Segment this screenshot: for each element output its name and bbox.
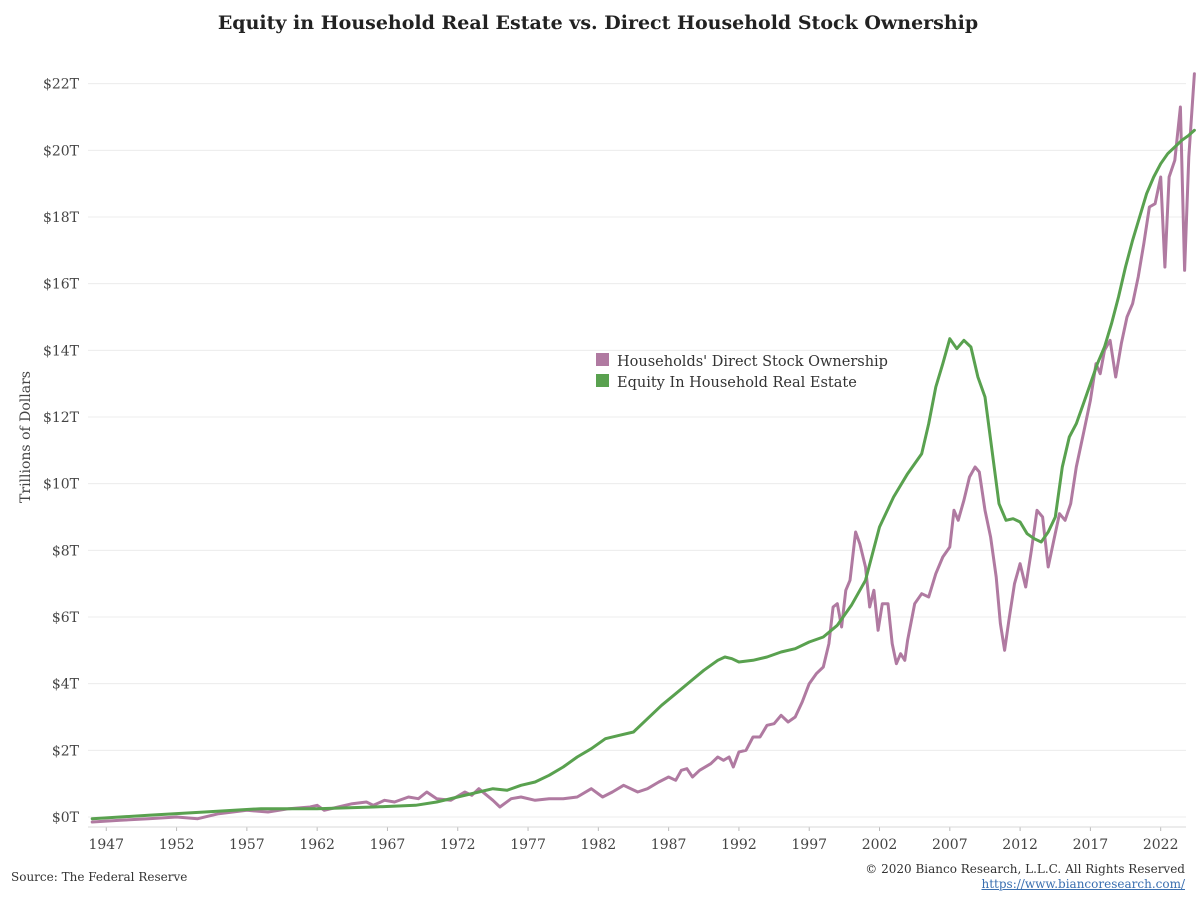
y-tick-label: $0T — [52, 810, 80, 826]
y-tick-label: $20T — [43, 143, 80, 159]
y-tick-label: $4T — [52, 677, 80, 693]
x-tick-label: 1952 — [159, 837, 195, 853]
series-lines — [90, 72, 1196, 824]
source-note: Source: The Federal Reserve — [11, 870, 188, 884]
y-tick-label: $6T — [52, 610, 80, 626]
legend-label-stock: Households' Direct Stock Ownership — [617, 354, 888, 370]
x-tick-label: 1967 — [370, 837, 406, 853]
legend-swatch-real-estate — [596, 374, 609, 387]
y-axis-label: Trillions of Dollars — [18, 371, 34, 503]
x-tick-label: 2012 — [1002, 837, 1038, 853]
x-tick-label: 1947 — [88, 837, 124, 853]
x-tick-label: 1982 — [581, 837, 617, 853]
y-tick-label: $2T — [52, 743, 80, 759]
y-tick-label: $16T — [43, 277, 80, 293]
grid-lines — [88, 83, 1186, 818]
y-tick-label: $10T — [43, 477, 80, 493]
x-tick-label: 1972 — [440, 837, 476, 853]
real-estate-equity-line — [90, 128, 1196, 821]
chart-title: Equity in Household Real Estate vs. Dire… — [217, 12, 979, 34]
legend: Households' Direct Stock Ownership Equit… — [596, 353, 888, 391]
footer-credits: © 2020 Bianco Research, L.L.C. All Right… — [865, 862, 1185, 892]
x-axis-ticks: 1947 1952 1957 1962 1967 1972 1977 1982 1987 1992… — [88, 826, 1186, 853]
x-tick-label: 1987 — [651, 837, 687, 853]
y-tick-label: $18T — [43, 210, 80, 226]
x-tick-label: 2017 — [1073, 837, 1109, 853]
y-axis-ticks: $0T $2T $4T $6T $8T $10T $12T $14T $16T $18T $20T $… — [43, 77, 80, 826]
y-tick-label: $12T — [43, 410, 80, 426]
x-tick-label: 1992 — [721, 837, 757, 853]
y-tick-label: $14T — [43, 343, 80, 359]
y-tick-label: $22T — [43, 77, 80, 93]
y-tick-label: $8T — [52, 543, 80, 559]
copyright-text: © 2020 Bianco Research, L.L.C. All Right… — [865, 862, 1185, 876]
legend-label-real-estate: Equity In Household Real Estate — [617, 375, 857, 391]
x-tick-label: 1957 — [229, 837, 265, 853]
stock-ownership-line — [90, 72, 1196, 824]
x-tick-label: 1962 — [299, 837, 335, 853]
x-tick-label: 2002 — [862, 837, 898, 853]
x-tick-label: 1977 — [510, 837, 546, 853]
x-tick-label: 2007 — [932, 837, 968, 853]
legend-swatch-stock — [596, 353, 609, 366]
x-tick-label: 2022 — [1143, 837, 1179, 853]
x-tick-label: 1997 — [791, 837, 827, 853]
website-link[interactable]: https://www.biancoresearch.com/ — [981, 877, 1185, 891]
